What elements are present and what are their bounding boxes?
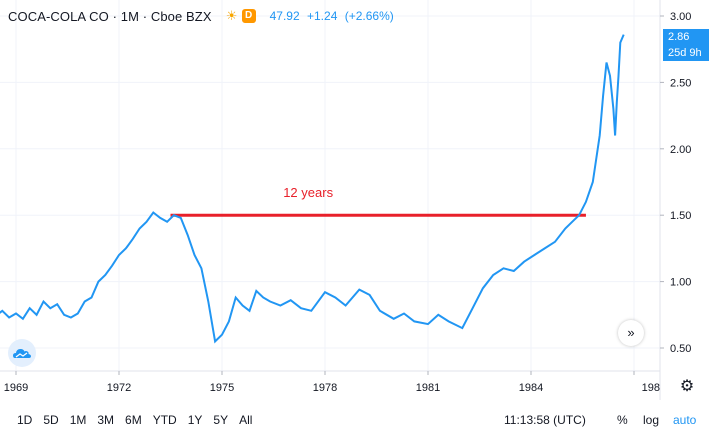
percent-toggle[interactable]: % — [617, 413, 628, 427]
y-axis: 0.50 1.00 1.50 2.00 2.50 3.00 — [660, 11, 691, 355]
double-chevron-right-icon: » — [627, 325, 635, 340]
annotation-layer: 12 years — [170, 185, 586, 217]
last-price: 47.92 — [269, 9, 300, 23]
x-tick-label: 1975 — [210, 382, 234, 394]
range-button-1y[interactable]: 1Y — [187, 413, 203, 427]
gear-icon[interactable]: ⚙ — [679, 378, 695, 395]
y-tick-label: 1.50 — [670, 210, 691, 222]
sun-icon: ☀ — [225, 8, 238, 23]
range-button-1m[interactable]: 1M — [69, 413, 87, 427]
price-series-line — [0, 34, 625, 344]
y-tick-label: 1.00 — [670, 277, 691, 289]
range-button-3m[interactable]: 3M — [97, 413, 115, 427]
price-change-percent: (+2.66%) — [344, 9, 394, 23]
scroll-to-latest-button[interactable]: » — [618, 320, 644, 346]
y-tick-label: 0.50 — [670, 343, 691, 355]
x-tick-label: 198 — [642, 382, 660, 394]
x-tick-label: 1978 — [313, 382, 337, 394]
range-button-5y[interactable]: 5Y — [213, 413, 229, 427]
last-price-tag: 2.86 — [663, 29, 709, 45]
y-tick-label: 2.00 — [670, 144, 691, 156]
range-button-all[interactable]: All — [239, 413, 253, 427]
range-button-6m[interactable]: 6M — [125, 413, 142, 427]
tradingview-cloud-icon[interactable] — [8, 339, 36, 367]
symbol-title[interactable]: COCA-COLA CO · 1M · Cboe BZX — [8, 8, 212, 24]
auto-toggle[interactable]: auto — [673, 413, 697, 427]
x-axis: 1969 1972 1975 1978 1981 1984 198 — [4, 371, 660, 394]
daily-badge[interactable]: D — [241, 9, 256, 23]
y-tick-label: 3.00 — [670, 11, 691, 23]
x-tick-label: 1984 — [519, 382, 543, 394]
bottom-toolbar: 1D 5D 1M 3M 6M YTD 1Y 5Y All 11:13:58 (UTC) % lo… — [0, 405, 714, 437]
range-button-5d[interactable]: 5D — [43, 413, 59, 427]
quote-values: 47.92 +1.24 (+2.66%) — [270, 9, 398, 23]
price-change: +1.24 — [307, 9, 338, 23]
bar-countdown-tag: 25d 9h — [663, 45, 709, 61]
log-toggle[interactable]: log — [643, 413, 660, 427]
x-tick-label: 1972 — [107, 382, 131, 394]
chart-header: COCA-COLA CO · 1M · Cboe BZX ☀ D 47.92 +… — [8, 6, 398, 26]
x-tick-label: 1981 — [416, 382, 440, 394]
range-button-1d[interactable]: 1D — [17, 413, 33, 427]
annotation-label: 12 years — [283, 185, 333, 200]
range-button-ytd[interactable]: YTD — [152, 413, 177, 427]
y-tick-label: 2.50 — [670, 77, 691, 89]
x-tick-label: 1969 — [4, 382, 28, 394]
range-selector: 1D 5D 1M 3M 6M YTD 1Y 5Y All — [17, 413, 263, 427]
utc-clock[interactable]: 11:13:58 (UTC) — [504, 413, 586, 427]
